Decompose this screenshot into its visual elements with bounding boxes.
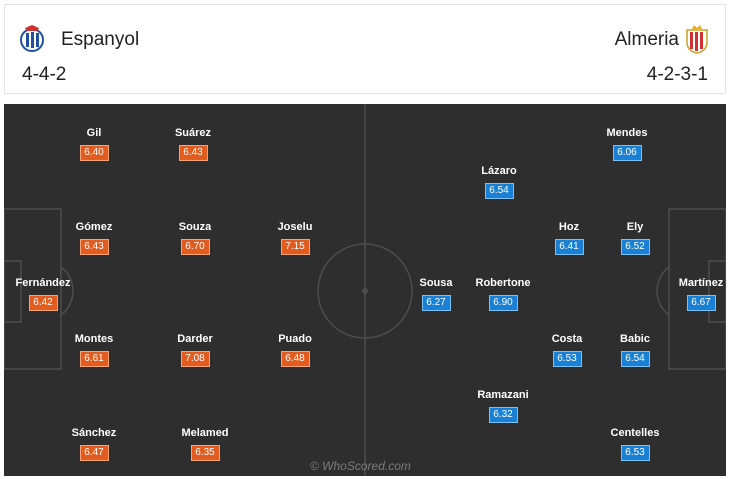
player-sanchez[interactable]: Sánchez 6.47 bbox=[54, 426, 134, 461]
player-name: Fernández bbox=[15, 277, 71, 289]
player-name: Robertone bbox=[475, 277, 531, 289]
player-name: Ramazani bbox=[477, 389, 529, 401]
player-name: Centelles bbox=[610, 427, 660, 439]
rating-badge: 6.27 bbox=[421, 295, 451, 311]
player-name: Montes bbox=[74, 333, 114, 345]
player-ramazani[interactable]: Ramazani 6.32 bbox=[463, 388, 543, 423]
player-name: Darder bbox=[177, 333, 213, 345]
watermark: © WhoScored.com bbox=[310, 459, 411, 473]
player-name: Gómez bbox=[75, 221, 113, 233]
player-gil[interactable]: Gil 6.40 bbox=[54, 126, 134, 161]
player-souza[interactable]: Souza 6.70 bbox=[155, 220, 235, 255]
player-puado[interactable]: Puado 6.48 bbox=[255, 332, 335, 367]
player-gomez[interactable]: Gómez 6.43 bbox=[54, 220, 134, 255]
pitch: Gil 6.40 Suárez 6.43 Gómez 6.43 Souza 6.… bbox=[4, 104, 726, 476]
player-hoz[interactable]: Hoz 6.41 bbox=[529, 220, 609, 255]
player-robertone[interactable]: Robertone 6.90 bbox=[463, 276, 543, 311]
player-name: Babic bbox=[620, 333, 650, 345]
player-ely[interactable]: Ely 6.52 bbox=[595, 220, 675, 255]
almeria-crest-icon bbox=[686, 25, 708, 54]
player-costa[interactable]: Costa 6.53 bbox=[527, 332, 607, 367]
player-name: Lázaro bbox=[481, 165, 517, 177]
rating-badge: 6.54 bbox=[620, 351, 650, 367]
rating-badge: 6.32 bbox=[488, 407, 518, 423]
rating-badge: 6.48 bbox=[280, 351, 310, 367]
rating-badge: 6.43 bbox=[178, 145, 208, 161]
player-name: Sánchez bbox=[71, 427, 117, 439]
player-centelles[interactable]: Centelles 6.53 bbox=[595, 426, 675, 461]
player-mendes[interactable]: Mendes 6.06 bbox=[587, 126, 667, 161]
player-martinez[interactable]: Martínez 6.67 bbox=[661, 276, 726, 311]
player-name: Melamed bbox=[181, 427, 229, 439]
player-darder[interactable]: Darder 7.08 bbox=[155, 332, 235, 367]
rating-badge: 6.42 bbox=[28, 295, 58, 311]
rating-badge: 6.06 bbox=[612, 145, 642, 161]
player-name: Martínez bbox=[678, 277, 724, 289]
rating-badge: 7.08 bbox=[180, 351, 210, 367]
rating-badge: 6.53 bbox=[620, 445, 650, 461]
player-name: Gil bbox=[86, 127, 102, 139]
player-name: Sousa bbox=[419, 277, 453, 289]
player-name: Suárez bbox=[174, 127, 212, 139]
player-name: Joselu bbox=[277, 221, 313, 233]
player-fernandez[interactable]: Fernández 6.42 bbox=[4, 276, 83, 311]
rating-badge: 6.54 bbox=[484, 183, 514, 199]
player-melamed[interactable]: Melamed 6.35 bbox=[165, 426, 245, 461]
rating-badge: 7.15 bbox=[280, 239, 310, 255]
player-name: Puado bbox=[278, 333, 312, 345]
player-montes[interactable]: Montes 6.61 bbox=[54, 332, 134, 367]
rating-badge: 6.47 bbox=[79, 445, 109, 461]
player-joselu[interactable]: Joselu 7.15 bbox=[255, 220, 335, 255]
rating-badge: 6.90 bbox=[488, 295, 518, 311]
rating-badge: 6.43 bbox=[79, 239, 109, 255]
player-lazaro[interactable]: Lázaro 6.54 bbox=[459, 164, 539, 199]
player-name: Mendes bbox=[606, 127, 648, 139]
player-name: Costa bbox=[551, 333, 583, 345]
home-team-name: Espanyol bbox=[61, 29, 140, 50]
home-formation: 4-4-2 bbox=[22, 64, 67, 85]
away-formation: 4-2-3-1 bbox=[646, 64, 708, 85]
player-babic[interactable]: Babic 6.54 bbox=[595, 332, 675, 367]
player-name: Souza bbox=[178, 221, 212, 233]
rating-badge: 6.41 bbox=[554, 239, 584, 255]
player-name: Hoz bbox=[558, 221, 580, 233]
rating-badge: 6.40 bbox=[79, 145, 109, 161]
away-team-name: Almeria bbox=[614, 29, 679, 50]
player-sousa[interactable]: Sousa 6.27 bbox=[396, 276, 476, 311]
rating-badge: 6.35 bbox=[190, 445, 220, 461]
rating-badge: 6.53 bbox=[552, 351, 582, 367]
rating-badge: 6.61 bbox=[79, 351, 109, 367]
rating-badge: 6.67 bbox=[686, 295, 716, 311]
match-header: Espanyol 4-4-2 Almeria 4-2-3-1 bbox=[4, 4, 726, 94]
rating-badge: 6.70 bbox=[180, 239, 210, 255]
rating-badge: 6.52 bbox=[620, 239, 650, 255]
pitch-markings bbox=[4, 104, 726, 476]
player-name: Ely bbox=[626, 221, 644, 233]
player-suarez[interactable]: Suárez 6.43 bbox=[153, 126, 233, 161]
espanyol-crest-icon bbox=[20, 25, 44, 52]
